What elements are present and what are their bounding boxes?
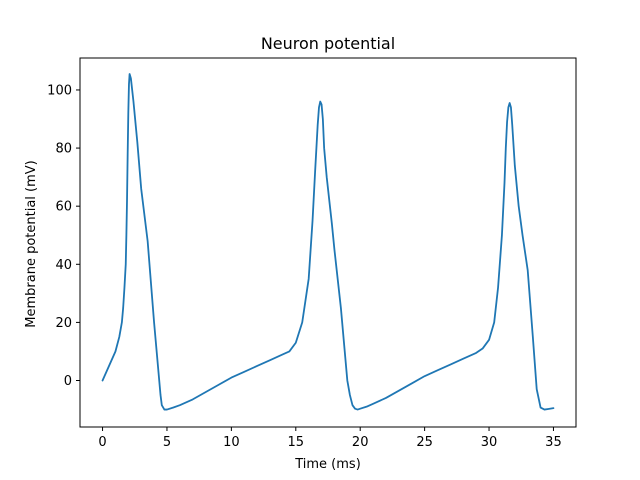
x-tick-label: 35 <box>545 435 562 450</box>
y-axis-label: Membrane potential (mV) <box>24 160 39 327</box>
plot-area <box>101 73 555 411</box>
y-tick-label: 100 <box>47 83 72 98</box>
x-tick-label: 0 <box>98 435 106 450</box>
series-line-0 <box>101 73 555 411</box>
y-tick-label: 0 <box>64 374 72 389</box>
axes-frame <box>79 57 577 428</box>
x-tick-label: 20 <box>352 435 369 450</box>
y-tick-label: 80 <box>55 142 72 157</box>
y-tick-label: 20 <box>55 316 72 331</box>
x-tick-label: 30 <box>481 435 498 450</box>
chart-title: Neuron potential <box>261 34 395 53</box>
x-tick-label: 15 <box>288 435 305 450</box>
y-axis-ticks: 0 20 40 60 80 100 <box>47 83 80 389</box>
x-tick-label: 25 <box>416 435 433 450</box>
x-tick-label: 5 <box>163 435 171 450</box>
y-tick-label: 60 <box>55 200 72 215</box>
x-axis-label: Time (ms) <box>294 457 361 472</box>
y-tick-label: 40 <box>55 258 72 273</box>
x-tick-label: 10 <box>223 435 240 450</box>
x-axis-ticks: 0 5 10 15 20 25 30 35 <box>98 427 562 450</box>
